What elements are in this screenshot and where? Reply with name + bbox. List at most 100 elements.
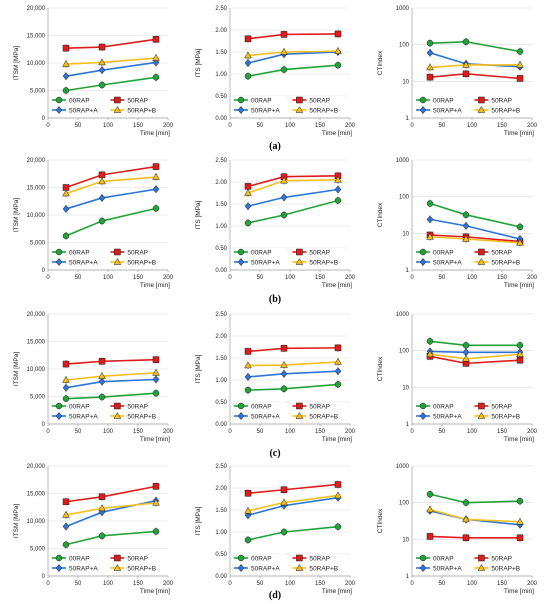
chart-1-2-series-50rap-point bbox=[244, 35, 252, 43]
chart-2-1-xtick-label: 150 bbox=[133, 275, 144, 281]
chart-1-3-legend-50rap-b-bg bbox=[473, 106, 526, 114]
chart-2-1-legend-50rap-a-label: 50RAP+A bbox=[69, 259, 98, 266]
chart-3-1-legend-50rap-a-label: 50RAP+A bbox=[69, 413, 98, 420]
chart-1-2-ytick-label: 0.50 bbox=[215, 94, 227, 100]
chart-1-2-xtick-label: 0 bbox=[228, 123, 232, 129]
chart-1-1-legend-50rap-a-label: 50RAP+A bbox=[69, 107, 98, 114]
chart-3-1-series-50rap-point bbox=[98, 358, 106, 365]
chart-1-3-series-50rap-point bbox=[516, 75, 524, 82]
chart-3-2-series-50rap-a-point bbox=[244, 372, 252, 381]
chart-3-1-series-50rap-point bbox=[152, 356, 160, 363]
chart-4-2-ylabel: ITS [MPa] bbox=[195, 506, 202, 535]
chart-4-3-series-50rap-b-point bbox=[426, 505, 434, 513]
chart-2-1-series-50rap-b-point bbox=[62, 189, 70, 197]
chart-4-3-legend-50rap-bg bbox=[473, 554, 526, 562]
chart-4-1-series-50rap-point bbox=[62, 498, 70, 505]
chart-3-2-xtick-label: 150 bbox=[315, 429, 326, 435]
chart-4-1-series-50rap-b-point bbox=[152, 498, 160, 506]
chart-3-1-series-50rap-b-point bbox=[152, 368, 160, 376]
chart-1-2-series-50rap-b-point bbox=[280, 47, 288, 55]
chart-4-1-legend-50rap-b-label: 50RAP+B bbox=[127, 565, 156, 572]
chart-2-2-legend-00rap-marker bbox=[237, 248, 245, 256]
chart-2-1-series-50rap-b-point bbox=[98, 177, 106, 185]
chart-2-2-series-50rap-a-point bbox=[244, 202, 252, 211]
chart-4-2-legend-50rap-a-marker bbox=[237, 564, 245, 572]
chart-1-2-series-00rap-point bbox=[244, 72, 252, 80]
chart-3-2-legend-00rap-label: 00RAP bbox=[251, 403, 272, 410]
chart-4-3-legend-50rap-marker bbox=[478, 554, 485, 562]
chart-3-3: 1 10 100 1000 0 50 100 150 200 CTIndex Time [min] 0… bbox=[377, 312, 538, 443]
chart-2-2-xtick-label: 0 bbox=[228, 275, 232, 281]
chart-4-1: 0 5,000 10,000 15,000 20,000 0 50 100 150 200 ITSM… bbox=[13, 464, 174, 595]
chart-1-3-legend-50rap-a-bg bbox=[415, 106, 467, 114]
chart-4-2-xtick-label: 200 bbox=[345, 581, 356, 587]
chart-4-3-legend-50rap-label: 50RAP bbox=[491, 555, 512, 562]
chart-2-1-xtick-label: 50 bbox=[75, 275, 82, 281]
chart-3-1-legend-50rap-a-bg bbox=[51, 412, 103, 420]
chart-3-3-xtick-label: 100 bbox=[467, 429, 478, 435]
chart-4-2-xtick-label: 100 bbox=[285, 581, 296, 587]
chart-3-2-series-50rap-a-point bbox=[334, 367, 342, 376]
chart-4-1-series-50rap-point bbox=[98, 493, 106, 501]
chart-2-1-legend-50rap-marker bbox=[114, 248, 121, 256]
chart-3-1-xtick-label: 100 bbox=[103, 429, 114, 435]
chart-2-2-ytick-label: 1.50 bbox=[215, 202, 227, 208]
chart-4-2-ytick-label: 0.00 bbox=[215, 574, 227, 580]
chart-3-3-series-50rap-b-point bbox=[426, 350, 434, 357]
chart-2-2-ylabel: ITS [MPa] bbox=[195, 200, 202, 229]
chart-2-3-legend-00rap-bg bbox=[415, 248, 467, 256]
chart-2-3-xtick-label: 100 bbox=[467, 275, 478, 281]
chart-4-2-xlabel: Time [min] bbox=[322, 588, 352, 595]
chart-1-2-series-50rap-point bbox=[334, 30, 342, 38]
chart-3-1-legend-50rap-a-marker bbox=[55, 412, 63, 420]
chart-2-1-series-50rap-a-point bbox=[62, 204, 70, 213]
chart-2-2-xtick-label: 100 bbox=[285, 275, 296, 281]
chart-3-1-legend-50rap-label: 50RAP bbox=[127, 403, 148, 410]
chart-3-1-series-00rap-point bbox=[98, 393, 106, 401]
chart-2-1-series-50rap-a-line bbox=[65, 188, 157, 210]
chart-3-3-xlabel: Time [min] bbox=[504, 436, 534, 443]
chart-3-1-ytick-label: 20,000 bbox=[27, 312, 46, 318]
chart-1-3-ytick-label: 1 bbox=[406, 116, 410, 122]
chart-1-1-xtick-label: 100 bbox=[103, 123, 114, 129]
chart-4-2-legend-50rap-a-label: 50RAP+A bbox=[251, 565, 280, 572]
chart-3-3-ytick-label: 10 bbox=[402, 385, 409, 391]
chart-3-2-ytick-label: 2.50 bbox=[215, 312, 227, 318]
chart-3-3-series-50rap-a-line bbox=[429, 350, 520, 354]
chart-3-1-legend-50rap-b-bg bbox=[109, 412, 162, 420]
chart-2-1-series-00rap-point bbox=[62, 232, 70, 240]
chart-1-2-legend-50rap-a-marker bbox=[237, 106, 245, 114]
chart-4-1-legend-00rap-marker bbox=[55, 554, 63, 562]
chart-1-3-legend-50rap-label: 50RAP bbox=[491, 97, 512, 104]
chart-4-3-series-50rap-b-point bbox=[462, 515, 470, 523]
chart-4-3-legend-00rap-bg bbox=[415, 554, 467, 562]
chart-3-1-series-00rap-line bbox=[65, 392, 157, 400]
chart-1-3-ytick-label: 1000 bbox=[396, 6, 410, 12]
chart-1-1-legend-00rap-label: 00RAP bbox=[69, 97, 90, 104]
chart-3-2-xtick-label: 50 bbox=[257, 429, 264, 435]
chart-2-3-ylabel: CTIndex bbox=[377, 202, 384, 227]
chart-2-1-series-00rap-line bbox=[65, 207, 157, 237]
chart-2-3-legend-50rap-b-label: 50RAP+B bbox=[491, 259, 520, 266]
chart-3-2-series-50rap-b-line bbox=[247, 361, 339, 367]
chart-3-2-legend-50rap-marker bbox=[296, 402, 303, 410]
chart-3-2-series-50rap-line bbox=[247, 347, 339, 353]
chart-4-2-series-50rap-b-point bbox=[244, 506, 252, 514]
chart-3-3-ylabel: CTIndex bbox=[377, 356, 384, 381]
chart-2-2-xlabel: Time [min] bbox=[322, 282, 352, 289]
chart-3-2-series-50rap-point bbox=[280, 345, 288, 352]
chart-1-3-series-00rap-point bbox=[516, 48, 524, 55]
chart-2-1-series-50rap-point bbox=[98, 171, 106, 179]
chart-4-1-legend-50rap-b-bg bbox=[109, 564, 162, 572]
chart-1-2-legend-50rap-marker bbox=[296, 96, 303, 104]
chart-2-1-xtick-label: 0 bbox=[46, 275, 50, 281]
chart-1-3-xtick-label: 200 bbox=[527, 123, 538, 129]
row-label-c: (c) bbox=[269, 448, 280, 459]
chart-2-1-series-50rap-point bbox=[152, 163, 160, 170]
chart-1-2-series-50rap-b-point bbox=[244, 51, 252, 59]
chart-1-1-series-50rap-a-point bbox=[98, 66, 106, 75]
chart-3-2-series-50rap-b-point bbox=[244, 361, 252, 369]
chart-2-1-legend-50rap-label: 50RAP bbox=[127, 249, 148, 256]
chart-3-3-xtick-label: 0 bbox=[410, 429, 414, 435]
chart-1-1-xtick-label: 0 bbox=[46, 123, 50, 129]
